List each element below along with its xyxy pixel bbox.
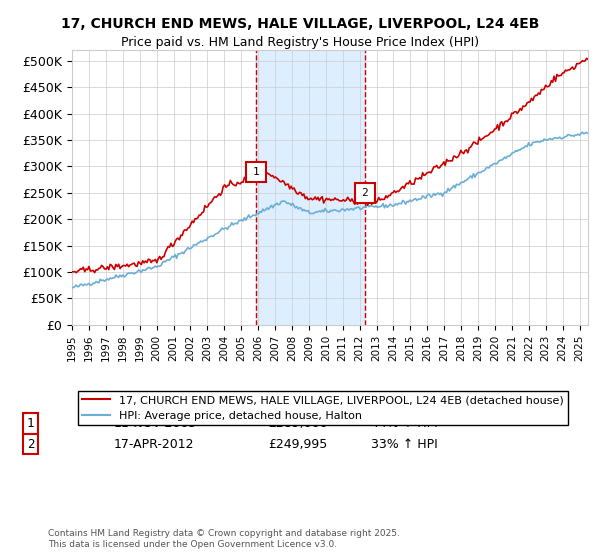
Legend: 17, CHURCH END MEWS, HALE VILLAGE, LIVERPOOL, L24 4EB (detached house), HPI: Ave: 17, CHURCH END MEWS, HALE VILLAGE, LIVER… xyxy=(77,391,568,425)
Text: 2: 2 xyxy=(27,438,34,451)
Bar xyxy=(256,50,365,325)
Text: £249,995: £249,995 xyxy=(268,438,328,451)
Text: Price paid vs. HM Land Registry's House Price Index (HPI): Price paid vs. HM Land Registry's House … xyxy=(121,36,479,49)
Text: 17-APR-2012: 17-APR-2012 xyxy=(113,438,194,451)
Text: 1: 1 xyxy=(27,417,34,430)
Text: 33% ↑ HPI: 33% ↑ HPI xyxy=(371,438,438,451)
Text: £289,000: £289,000 xyxy=(268,417,328,430)
Text: 17, CHURCH END MEWS, HALE VILLAGE, LIVERPOOL, L24 4EB: 17, CHURCH END MEWS, HALE VILLAGE, LIVER… xyxy=(61,17,539,31)
Text: Contains HM Land Registry data © Crown copyright and database right 2025.
This d: Contains HM Land Registry data © Crown c… xyxy=(48,529,400,549)
Text: 2: 2 xyxy=(361,188,368,198)
Text: 44% ↑ HPI: 44% ↑ HPI xyxy=(371,417,438,430)
Text: 1: 1 xyxy=(253,167,259,178)
Text: 11-NOV-2005: 11-NOV-2005 xyxy=(113,417,197,430)
